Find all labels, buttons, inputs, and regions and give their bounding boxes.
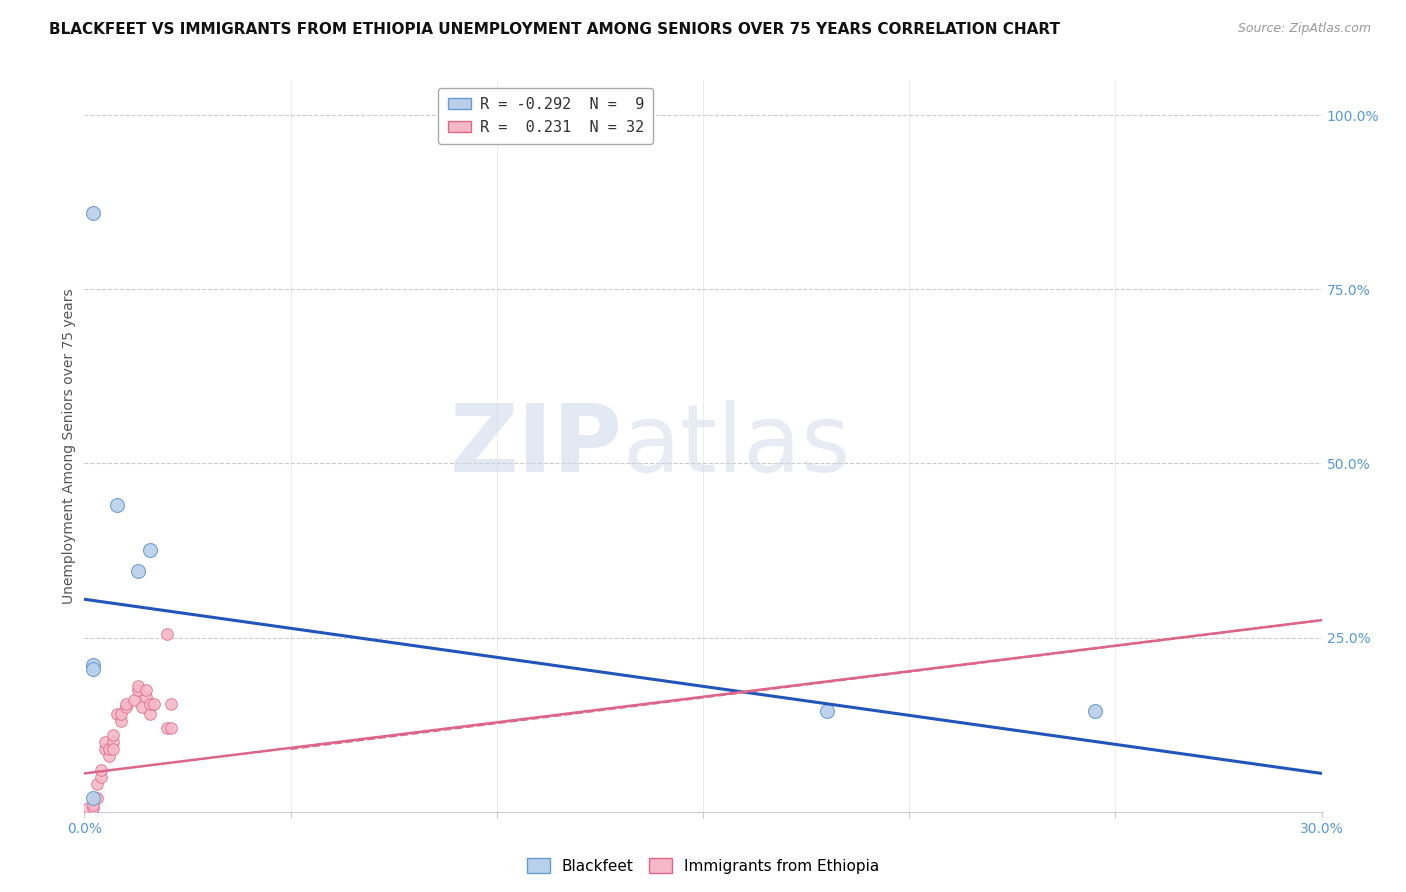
Point (139, 697, 162, 711)
Point (82, 662, 104, 676)
Text: atlas: atlas (623, 400, 851, 492)
Point (98, 749, 121, 764)
Point (127, 565, 149, 579)
Point (94, 735, 117, 749)
Point (127, 682, 149, 697)
Point (98, 742, 121, 756)
Point (82, 790, 104, 805)
Point (160, 721, 183, 735)
Point (156, 627, 179, 641)
Point (127, 679, 149, 693)
Point (86, 777, 108, 791)
Point (77, 801, 100, 815)
Y-axis label: Unemployment Among Seniors over 75 years: Unemployment Among Seniors over 75 years (62, 288, 76, 604)
Point (82, 658, 104, 673)
Point (131, 700, 153, 714)
Point (815, 704, 838, 718)
Point (160, 697, 183, 711)
Point (82, 205, 104, 219)
Point (1084, 704, 1107, 718)
Point (110, 714, 132, 728)
Point (94, 742, 117, 756)
Point (82, 797, 104, 812)
Point (139, 707, 162, 722)
Point (82, 801, 104, 815)
Legend: Blackfeet, Immigrants from Ethiopia: Blackfeet, Immigrants from Ethiopia (520, 852, 886, 880)
Point (114, 697, 136, 711)
Point (110, 707, 132, 722)
Point (103, 735, 125, 749)
Point (90, 770, 112, 784)
Point (139, 543, 162, 558)
Point (143, 697, 166, 711)
Text: BLACKFEET VS IMMIGRANTS FROM ETHIOPIA UNEMPLOYMENT AMONG SENIORS OVER 75 YEARS C: BLACKFEET VS IMMIGRANTS FROM ETHIOPIA UN… (49, 22, 1060, 37)
Text: Source: ZipAtlas.com: Source: ZipAtlas.com (1237, 22, 1371, 36)
Point (103, 728, 125, 742)
Point (90, 763, 112, 777)
Point (86, 790, 108, 805)
Point (105, 498, 128, 512)
Point (105, 707, 128, 722)
Point (114, 700, 136, 714)
Point (135, 682, 157, 697)
Point (103, 742, 125, 756)
Point (135, 690, 157, 704)
Legend: R = -0.292  N =  9, R =  0.231  N = 32: R = -0.292 N = 9, R = 0.231 N = 32 (439, 88, 654, 144)
Point (156, 721, 179, 735)
Point (122, 693, 145, 707)
Text: ZIP: ZIP (450, 400, 623, 492)
